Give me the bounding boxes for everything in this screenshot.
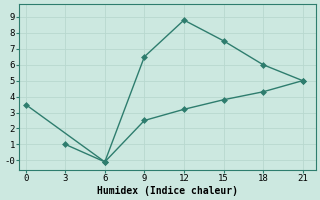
X-axis label: Humidex (Indice chaleur): Humidex (Indice chaleur) [97,186,238,196]
